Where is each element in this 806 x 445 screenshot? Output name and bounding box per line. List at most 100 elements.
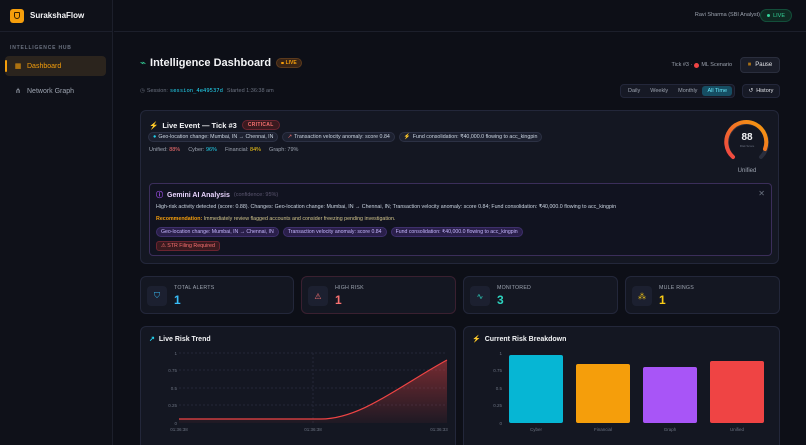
panel-title: ⚡ Current Risk Breakdown	[472, 335, 567, 344]
range-daily[interactable]: Daily	[628, 88, 641, 94]
str-filing-badge: ⚠ STR Filing Required	[156, 241, 220, 251]
ai-chips: Geo-location change: Mumbai, IN → Chenna…	[156, 227, 523, 237]
nav-section-label: INTELLIGENCE HUB	[10, 45, 72, 51]
svg-text:1: 1	[499, 351, 502, 356]
ai-chip: Fund consolidation: ₹40,000.0 flowing to…	[390, 227, 523, 237]
network-icon: ⋔	[15, 88, 21, 95]
ai-chip: Geo-location change: Mumbai, IN → Chenna…	[156, 227, 279, 237]
info-icon: ⓘ	[156, 192, 163, 199]
gauge-label: Unified	[737, 168, 757, 174]
svg-text:01:36:38: 01:36:38	[304, 427, 322, 432]
scenario-dot-icon	[694, 62, 700, 68]
event-title: ⚡ Live Event — Tick #3 CRITICAL	[149, 120, 280, 130]
risk-trend-chart: 1 0.75 0.5 0.25 0 01:36:38 01:36:38 01:36:33	[168, 351, 448, 432]
severity-badge: CRITICAL	[241, 120, 280, 130]
gauge-sub: Risk Score	[739, 144, 755, 148]
warning-icon: ⚠	[308, 286, 328, 306]
ai-analysis-box: ⓘ Gemini AI Analysis (confidence: 95%) ✕…	[149, 183, 772, 256]
brand: SurakshaFlow	[0, 0, 112, 32]
globe-icon: ●	[153, 134, 157, 140]
trend-icon: ↗	[149, 336, 155, 343]
page-title: Intelligence Dashboard	[150, 57, 272, 69]
range-all-time[interactable]: All Time	[702, 86, 732, 96]
stat-total-alerts: ⛉ TOTAL ALERTS 1	[140, 276, 294, 314]
session-id: session_4e49537d	[169, 88, 223, 94]
history-button[interactable]: ↺ History	[742, 84, 780, 98]
risk-gauge	[724, 120, 769, 159]
bar-cyber	[509, 355, 563, 423]
sidebar-item-label: Network Graph	[27, 87, 75, 95]
event-chip: ↗ Transaction velocity anomaly: score 0.8…	[282, 132, 395, 142]
pause-button[interactable]: ⏸ Pause	[740, 57, 780, 73]
ai-confidence: (confidence: 95%)	[233, 192, 279, 198]
svg-text:Cyber: Cyber	[530, 427, 543, 432]
svg-text:Graph: Graph	[664, 427, 677, 432]
lightning-icon: ⚡	[149, 120, 159, 130]
event-chip: ⚡ Fund consolidation: ₹40,000.0 flowing t…	[398, 132, 543, 142]
topbar: Ravi Sharma (SBI Analyst) LIVE	[114, 0, 806, 32]
sidebar-item-label: Dashboard	[27, 62, 62, 70]
range-weekly[interactable]: Weekly	[650, 88, 669, 94]
risk-trend-panel: ↗ Live Risk Trend 1 0.75 0.5 0.25 0 01:36:38 0…	[140, 326, 456, 445]
pause-icon: ⏸	[747, 61, 752, 68]
network-icon: ⁂	[632, 286, 652, 306]
grid-icon: ▦	[14, 63, 22, 70]
stat-monitored: ∿ MONITORED 3	[463, 276, 618, 314]
tick-info: Tick #3 · ML Scenario	[671, 62, 732, 68]
shield-logo-icon	[10, 8, 24, 23]
ai-summary: High-risk activity detected (score: 0.88…	[156, 204, 617, 210]
user-name[interactable]: Ravi Sharma (SBI Analyst)	[694, 12, 760, 18]
live-event-card: ⚡ Live Event — Tick #3 CRITICAL ● Geo-loc…	[140, 110, 779, 264]
trend-icon: ↗	[287, 134, 293, 140]
panel-title: ↗ Live Risk Trend	[149, 335, 211, 344]
svg-text:0.5: 0.5	[171, 386, 178, 391]
stat-mule-rings: ⁂ MULE RINGS 1	[625, 276, 780, 314]
svg-text:Financial: Financial	[594, 427, 612, 432]
session-started: Started 1:36:38 am	[226, 88, 274, 94]
status-label: LIVE	[773, 12, 785, 19]
svg-text:0.75: 0.75	[168, 368, 177, 373]
risk-breakdown-panel: ⚡ Current Risk Breakdown 1 0.75 0.5 0.25 0 Cy…	[463, 326, 780, 445]
lightning-icon: ⚡	[403, 134, 411, 140]
svg-text:0.25: 0.25	[493, 403, 502, 408]
svg-text:01:36:33: 01:36:33	[430, 427, 448, 432]
session-info: ◷ Session: session_4e49537d Started 1:36…	[140, 88, 274, 94]
svg-text:Unified: Unified	[730, 427, 745, 432]
event-chip: ● Geo-location change: Mumbai, IN → Chenn…	[148, 132, 279, 142]
ai-chip: Transaction velocity anomaly: score 0.84	[282, 227, 387, 237]
event-chips: ● Geo-location change: Mumbai, IN → Chenn…	[148, 132, 543, 142]
bar-graph	[643, 367, 697, 423]
status-dot-icon	[767, 14, 771, 17]
shield-icon: ⛉	[147, 286, 167, 306]
event-scores: Unified: 88% Cyber: 96% Financial: 84% G…	[149, 147, 299, 153]
pulse-icon: ⚡	[472, 336, 481, 343]
svg-text:1: 1	[174, 351, 177, 356]
page-header: ⌁ Intelligence Dashboard LIVE	[140, 57, 302, 69]
clock-icon: ◷	[140, 88, 145, 94]
ai-recommendation: Recommendation: Immediately review flagg…	[156, 216, 396, 222]
ai-title: ⓘ Gemini AI Analysis (confidence: 95%)	[156, 191, 279, 200]
activity-icon: ∿	[470, 286, 490, 306]
range-monthly[interactable]: Monthly	[678, 88, 698, 94]
svg-text:0: 0	[174, 421, 177, 426]
gauge-value: 88	[741, 132, 753, 143]
app-name: SurakshaFlow	[30, 11, 85, 20]
close-icon[interactable]: ✕	[758, 189, 765, 198]
sidebar-item-dashboard[interactable]: ▦ Dashboard	[5, 56, 106, 76]
svg-text:0.25: 0.25	[168, 403, 177, 408]
bar-unified	[710, 361, 764, 423]
svg-text:0: 0	[499, 421, 502, 426]
svg-text:0.5: 0.5	[496, 386, 503, 391]
bar-financial	[576, 364, 630, 423]
live-badge: LIVE	[276, 58, 302, 68]
connection-status-badge: LIVE	[760, 9, 792, 22]
stat-high-risk: ⚠ HIGH RISK 1	[301, 276, 456, 314]
risk-breakdown-chart: 1 0.75 0.5 0.25 0 Cyber Financial Graph Unified	[493, 351, 764, 432]
session-label: Session:	[146, 88, 168, 94]
sidebar: SurakshaFlow INTELLIGENCE HUB ▦ Dashboar…	[0, 0, 113, 445]
svg-text:01:36:38: 01:36:38	[170, 427, 188, 432]
history-icon: ↺	[748, 88, 754, 94]
sidebar-item-network-graph[interactable]: ⋔ Network Graph	[5, 81, 106, 101]
time-range-selector: Daily Weekly Monthly All Time	[620, 84, 735, 98]
svg-text:0.75: 0.75	[493, 368, 502, 373]
